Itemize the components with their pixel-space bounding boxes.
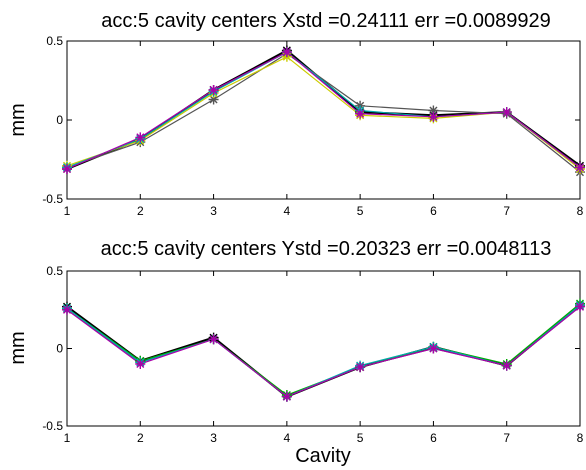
x-axis-label: Cavity bbox=[295, 445, 351, 467]
data-point bbox=[428, 105, 439, 116]
chart-y-centers: acc:5 cavity centers Ystd =0.20323 err =… bbox=[7, 238, 585, 467]
series-line bbox=[66, 304, 581, 398]
y-tick-label: 0.5 bbox=[46, 264, 63, 278]
y-tick-label: 0.5 bbox=[46, 34, 63, 48]
y-tick-label: -0.5 bbox=[42, 192, 63, 206]
x-tick-label: 1 bbox=[64, 204, 71, 218]
x-tick-label: 3 bbox=[210, 204, 217, 218]
x-tick-label: 7 bbox=[503, 204, 510, 218]
y-ticks: -0.5 0 0.5 bbox=[42, 34, 580, 206]
data-point bbox=[208, 94, 219, 105]
data-point bbox=[355, 108, 366, 119]
y-tick-label: -0.5 bbox=[42, 419, 63, 433]
series-group bbox=[62, 298, 585, 402]
series-line bbox=[66, 306, 581, 398]
series-line bbox=[66, 51, 581, 170]
y-tick-label: 0 bbox=[56, 113, 63, 127]
data-point bbox=[135, 359, 146, 369]
x-tick-label: 2 bbox=[137, 431, 144, 445]
chart-title: acc:5 cavity centers Xstd =0.24111 err =… bbox=[101, 10, 551, 32]
data-point bbox=[501, 360, 512, 371]
y-tick-label: 0 bbox=[56, 342, 63, 356]
data-point bbox=[428, 343, 439, 354]
x-tick-label: 7 bbox=[503, 431, 510, 445]
data-point bbox=[428, 111, 439, 122]
x-tick-label: 3 bbox=[210, 431, 217, 445]
chart-title: acc:5 cavity centers Ystd =0.20323 err =… bbox=[101, 238, 552, 260]
data-point bbox=[575, 162, 585, 173]
series-line bbox=[66, 51, 581, 168]
data-point bbox=[575, 301, 585, 312]
x-tick-label: 8 bbox=[577, 204, 584, 218]
x-tick-label: 5 bbox=[357, 204, 364, 218]
data-point bbox=[62, 164, 72, 174]
x-tick-label: 2 bbox=[137, 204, 144, 218]
data-point bbox=[281, 47, 292, 58]
x-tick-label: 4 bbox=[284, 431, 291, 445]
x-tick-label: 5 bbox=[357, 431, 364, 445]
series-line bbox=[66, 306, 581, 398]
data-point bbox=[208, 85, 219, 95]
chart-x-centers: acc:5 cavity centers Xstd =0.24111 err =… bbox=[7, 10, 585, 218]
data-point bbox=[208, 334, 219, 345]
x-tick-label: 4 bbox=[284, 204, 291, 218]
data-point bbox=[62, 304, 72, 315]
x-ticks: 1 2 3 4 5 6 7 8 bbox=[64, 271, 584, 445]
plot-area bbox=[66, 270, 581, 427]
y-ticks: -0.5 0 0.5 bbox=[42, 264, 580, 433]
data-point bbox=[501, 107, 512, 118]
data-point bbox=[355, 362, 366, 373]
y-axis-label: mm bbox=[7, 103, 29, 136]
x-tick-label: 1 bbox=[64, 431, 71, 445]
y-axis-label: mm bbox=[7, 331, 29, 364]
x-tick-label: 8 bbox=[577, 431, 584, 445]
series-group bbox=[62, 45, 585, 178]
series-line bbox=[66, 49, 581, 171]
x-tick-label: 6 bbox=[430, 431, 437, 445]
data-point bbox=[135, 132, 146, 143]
data-point bbox=[281, 391, 292, 402]
x-ticks: 1 2 3 4 5 6 7 8 bbox=[64, 41, 584, 218]
x-tick-label: 6 bbox=[430, 204, 437, 218]
plot-area bbox=[66, 40, 581, 200]
